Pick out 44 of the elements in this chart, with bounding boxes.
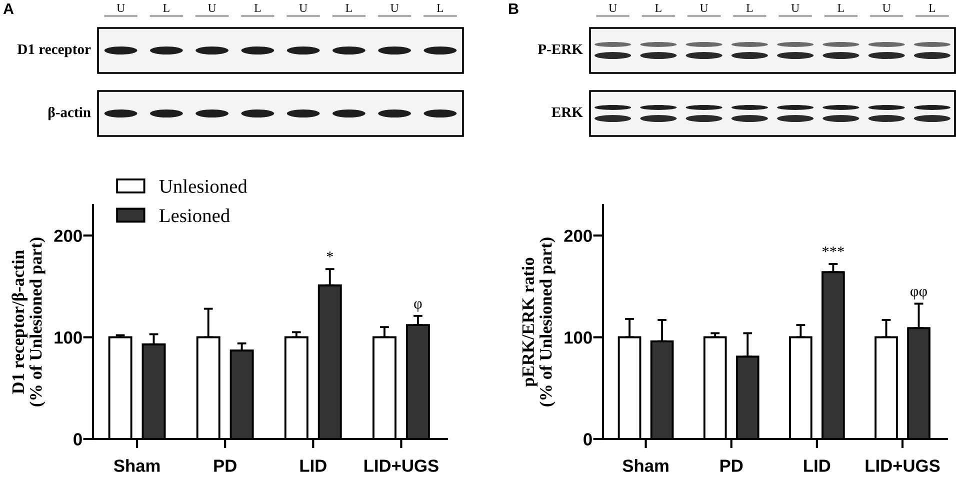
category-label: U (608, 4, 617, 12)
x-tick-label: Sham (114, 459, 160, 472)
y-tick-label: 200 (564, 230, 592, 242)
y-axis-title: D1 receptor/β-actin (% of Unlesioned part) (12, 238, 46, 406)
category-label: L (254, 4, 261, 12)
x-tick-label: LID+UGS (866, 460, 940, 472)
x-tick-label: LID (300, 460, 326, 472)
category-label: L (163, 4, 170, 12)
category-label: L (838, 4, 844, 12)
category-label: U (700, 4, 708, 12)
category-label: P-ERK (538, 44, 583, 54)
x-tick-label: PD (720, 460, 743, 472)
annotation: *** (822, 246, 844, 252)
text: A (3, 3, 14, 14)
category-label: U (208, 4, 216, 12)
annotation: φφ (910, 289, 927, 300)
category-label: D1 receptor (17, 44, 91, 58)
category-label: U (882, 4, 891, 12)
category-label: U (299, 4, 308, 12)
category-label: L (436, 4, 444, 12)
legend-label: Lesioned (159, 208, 230, 222)
category-label: β-actin (48, 106, 91, 120)
category-label: U (390, 4, 399, 12)
y-tick-label: 0 (584, 433, 592, 446)
x-tick-label: LID+UGS (364, 460, 438, 472)
annotation: * (326, 252, 333, 258)
category-label: ERK (552, 107, 583, 118)
text: B (509, 3, 518, 14)
y-tick-label: 100 (564, 331, 592, 344)
y-tick-label: 200 (54, 230, 82, 242)
category-label: L (655, 4, 662, 12)
x-tick-label: PD (214, 460, 236, 472)
x-tick-label: LID (804, 460, 830, 472)
category-label: L (346, 4, 352, 12)
category-label: U (791, 4, 800, 12)
category-label: U (116, 4, 125, 12)
annotation: φ (414, 301, 422, 312)
legend-label: Unlesioned (159, 179, 248, 193)
y-tick-label: 100 (54, 331, 82, 344)
y-axis-title: pERK/ERK ratio (% of Unlesioned part) (522, 238, 556, 406)
x-tick-label: Sham (622, 459, 668, 472)
category-label: L (928, 4, 936, 12)
y-tick-label: 0 (74, 433, 82, 446)
category-label: L (746, 4, 753, 12)
